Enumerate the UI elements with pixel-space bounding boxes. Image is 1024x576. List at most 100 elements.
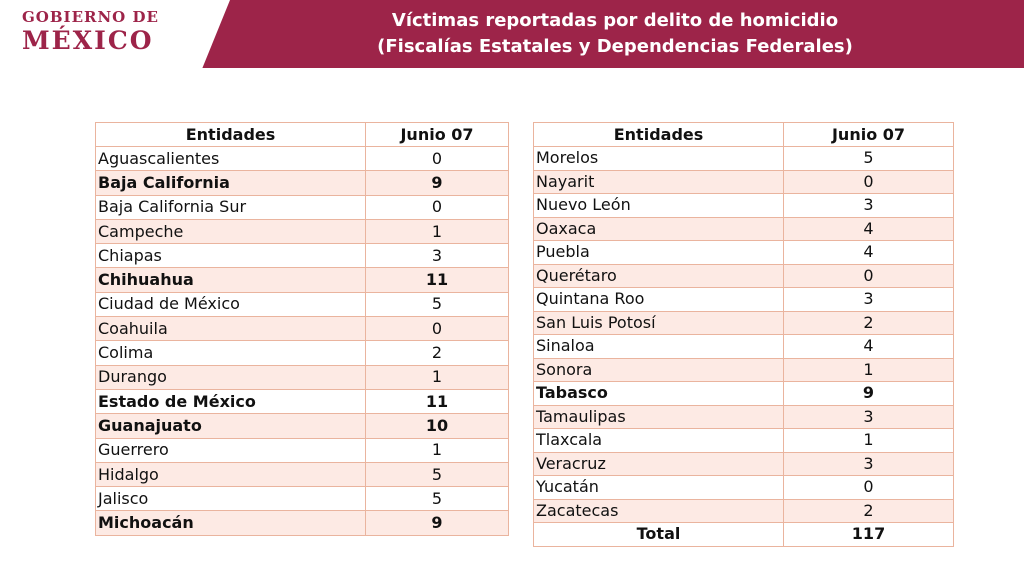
- value-cell: 3: [783, 287, 954, 312]
- logo-line: MÉXICO: [22, 26, 154, 55]
- entity-cell: Coahuila: [95, 316, 366, 342]
- column-header: Junio 07: [365, 122, 509, 147]
- value-cell: 1: [365, 364, 509, 390]
- entity-cell: Guanajuato: [95, 413, 366, 439]
- value-cell: 0: [783, 263, 954, 288]
- value-cell: 5: [783, 146, 954, 171]
- table-row: Hidalgo 5: [95, 461, 509, 488]
- entity-cell: Chiapas: [95, 243, 366, 269]
- title-line: Víctimas reportadas por delito de homici…: [391, 10, 839, 31]
- value-cell: 11: [365, 267, 509, 293]
- table-row: Michoacán 9: [95, 510, 509, 536]
- entity-cell: Michoacán: [95, 510, 366, 536]
- table-row: Sonora 1: [533, 357, 954, 382]
- table-row: Sinaloa 4: [533, 334, 954, 359]
- table-row: Quintana Roo 3: [533, 287, 954, 312]
- table-row: Oaxaca 4: [533, 216, 954, 241]
- header-row: Entidades Junio 07: [533, 122, 954, 147]
- table-row: Veracruz 3: [533, 451, 954, 476]
- entity-cell: Estado de México: [95, 388, 366, 415]
- logo-area: [0, 0, 230, 68]
- entity-cell: Hidalgo: [95, 461, 366, 488]
- column-header: Entidades: [533, 122, 784, 147]
- value-cell: 9: [783, 381, 954, 406]
- value-cell: 4: [783, 334, 954, 359]
- table-row: Puebla 4: [533, 240, 954, 265]
- value-cell: 11: [365, 388, 509, 415]
- table-row: Aguascalientes 0: [95, 145, 509, 172]
- total-value: 117: [783, 522, 954, 547]
- value-cell: 9: [365, 510, 509, 536]
- total-row: Total 117: [533, 522, 954, 547]
- entity-cell: Durango: [95, 364, 366, 390]
- table-row: Jalisco 5: [95, 486, 509, 512]
- value-cell: 3: [365, 243, 509, 269]
- entity-cell: Veracruz: [533, 451, 784, 476]
- value-cell: 3: [783, 404, 954, 429]
- value-cell: 1: [365, 437, 509, 463]
- value-cell: 5: [365, 486, 509, 512]
- table-row: Estado de México 11: [95, 388, 509, 415]
- entity-cell: Jalisco: [95, 486, 366, 512]
- entity-cell: Nayarit: [533, 169, 784, 194]
- value-cell: 4: [783, 216, 954, 241]
- table-row: Querétaro 0: [533, 263, 954, 288]
- data-table: Entidades Junio 07 Morelos 5 Nayarit 0 Nuevo L…: [533, 122, 954, 547]
- value-cell: 2: [783, 310, 954, 335]
- entity-cell: Colima: [95, 340, 366, 366]
- value-cell: 9: [365, 170, 509, 196]
- table-row: Tamaulipas 3: [533, 404, 954, 429]
- column-header: Junio 07: [783, 122, 954, 147]
- entity-cell: Sonora: [533, 357, 784, 382]
- table-row: Coahuila 0: [95, 316, 509, 342]
- entity-cell: Morelos: [533, 146, 784, 171]
- entity-cell: Nuevo León: [533, 193, 784, 218]
- entity-cell: Quintana Roo: [533, 287, 784, 312]
- value-cell: 2: [783, 498, 954, 523]
- entity-cell: Oaxaca: [533, 216, 784, 241]
- value-cell: 1: [365, 218, 509, 245]
- value-cell: 1: [783, 428, 954, 453]
- table-row: Ciudad de México 5: [95, 291, 509, 318]
- table-row: Baja California 9: [95, 170, 509, 196]
- table-row: Tabasco 9: [533, 381, 954, 406]
- value-cell: 5: [365, 461, 509, 488]
- entity-cell: Querétaro: [533, 263, 784, 288]
- value-cell: 0: [365, 145, 509, 172]
- value-cell: 0: [783, 475, 954, 500]
- value-cell: 10: [365, 413, 509, 439]
- table-row: Tlaxcala 1: [533, 428, 954, 453]
- value-cell: 4: [783, 240, 954, 265]
- entity-cell: Tlaxcala: [533, 428, 784, 453]
- table-row: Chihuahua 11: [95, 267, 509, 293]
- entity-cell: Zacatecas: [533, 498, 784, 523]
- value-cell: 0: [365, 194, 509, 220]
- value-cell: 3: [783, 193, 954, 218]
- entity-cell: Ciudad de México: [95, 291, 366, 318]
- entity-cell: Baja California Sur: [95, 194, 366, 220]
- value-cell: 2: [365, 340, 509, 366]
- table-row: Yucatán 0: [533, 475, 954, 500]
- table-row: Nuevo León 3: [533, 193, 954, 218]
- table-row: Durango 1: [95, 364, 509, 390]
- table-row: Zacatecas 2: [533, 498, 954, 523]
- table-row: San Luis Potosí 2: [533, 310, 954, 335]
- entity-cell: Baja California: [95, 170, 366, 196]
- table-row: Morelos 5: [533, 146, 954, 171]
- entity-cell: Aguascalientes: [95, 145, 366, 172]
- value-cell: 0: [783, 169, 954, 194]
- header-row: Entidades Junio 07: [95, 122, 509, 147]
- entity-cell: Chihuahua: [95, 267, 366, 293]
- entity-cell: Campeche: [95, 218, 366, 245]
- value-cell: 3: [783, 451, 954, 476]
- value-cell: 5: [365, 291, 509, 318]
- data-table: Entidades Junio 07 Aguascalientes 0 Baja Cal…: [95, 122, 509, 536]
- title-line: (Fiscalías Estatales y Dependencias Fede…: [377, 36, 853, 57]
- entity-cell: Puebla: [533, 240, 784, 265]
- column-header: Entidades: [95, 122, 366, 147]
- table-row: Campeche 1: [95, 218, 509, 245]
- value-cell: 1: [783, 357, 954, 382]
- entity-cell: Yucatán: [533, 475, 784, 500]
- table-row: Chiapas 3: [95, 243, 509, 269]
